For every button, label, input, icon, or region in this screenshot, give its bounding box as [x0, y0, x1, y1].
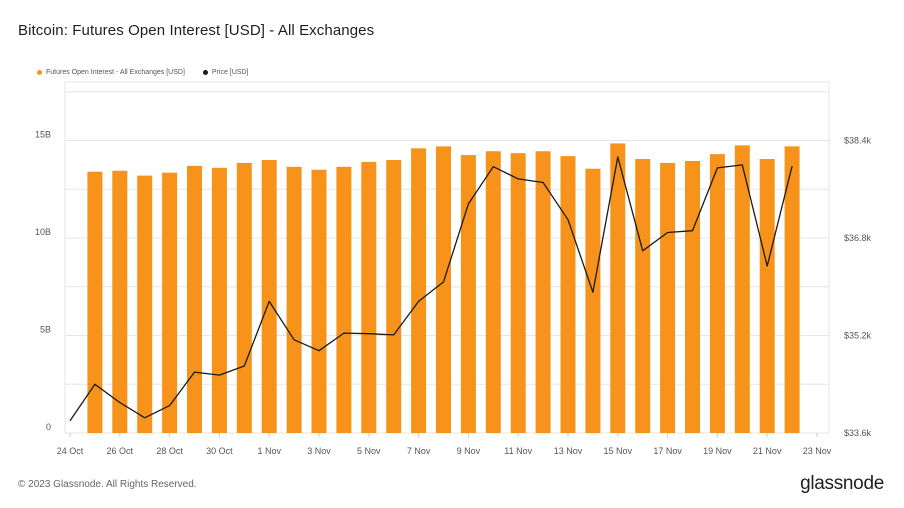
x-tick-label: 15 Nov — [604, 446, 633, 456]
x-tick-label: 1 Nov — [257, 446, 281, 456]
y-right-tick-label: $36.8k — [844, 233, 872, 243]
x-tick-label: 17 Nov — [653, 446, 682, 456]
x-tick-label: 21 Nov — [753, 446, 782, 456]
x-tick-label: 11 Nov — [504, 446, 532, 456]
open-interest-bar[interactable] — [510, 153, 526, 434]
open-interest-bar[interactable] — [734, 145, 750, 433]
open-interest-bar[interactable] — [759, 159, 775, 433]
y-right-tick-label: $38.4k — [844, 136, 872, 146]
x-tick-label: 13 Nov — [554, 446, 583, 456]
copyright-footer: © 2023 Glassnode. All Rights Reserved. — [18, 479, 197, 490]
x-tick-label: 30 Oct — [206, 446, 233, 456]
open-interest-bar[interactable] — [162, 172, 178, 434]
open-interest-bar[interactable] — [436, 146, 451, 433]
open-interest-bar[interactable] — [784, 146, 800, 433]
x-tick-label: 23 Nov — [803, 446, 832, 456]
x-tick-label: 19 Nov — [703, 446, 732, 456]
y-left-tick-label: 0 — [46, 422, 51, 432]
glassnode-logo: glassnode — [800, 473, 884, 494]
open-interest-bar[interactable] — [336, 166, 352, 433]
x-tick-label: 9 Nov — [457, 446, 481, 456]
open-interest-bar[interactable] — [635, 159, 651, 433]
chart-title: Bitcoin: Futures Open Interest [USD] - A… — [18, 22, 375, 39]
open-interest-bar[interactable] — [535, 151, 551, 433]
x-tick-label: 24 Oct — [57, 446, 84, 456]
open-interest-bar[interactable] — [460, 155, 476, 433]
open-interest-bar[interactable] — [660, 162, 676, 434]
open-interest-bar[interactable] — [485, 151, 501, 433]
price-line — [69, 156, 793, 422]
open-interest-bar[interactable] — [709, 154, 725, 433]
open-interest-bar[interactable] — [685, 160, 700, 433]
legend-item-price[interactable]: Price [USD] — [202, 69, 249, 76]
x-tick-label: 7 Nov — [407, 446, 431, 456]
legend-item-open-interest[interactable]: Futures Open Interest - All Exchanges [U… — [37, 69, 185, 76]
open-interest-bar[interactable] — [585, 168, 601, 433]
open-interest-bar[interactable] — [211, 167, 227, 434]
x-tick-label: 3 Nov — [307, 446, 331, 456]
x-tick-label: 5 Nov — [357, 446, 381, 456]
y-right-tick-label: $33.6k — [844, 428, 872, 438]
open-interest-bar[interactable] — [112, 170, 128, 433]
open-interest-bar[interactable] — [361, 161, 377, 433]
y-left-tick-label: 5B — [40, 325, 51, 335]
legend-label-open-interest: Futures Open Interest - All Exchanges [U… — [46, 69, 185, 76]
legend-swatch-open-interest — [37, 70, 42, 75]
x-tick-label: 28 Oct — [156, 446, 183, 456]
chart-legend: Futures Open Interest - All Exchanges [U… — [37, 69, 248, 76]
open-interest-bar[interactable] — [560, 156, 576, 433]
open-interest-bar[interactable] — [137, 175, 153, 433]
y-right-tick-label: $35.2k — [844, 331, 872, 341]
open-interest-bar[interactable] — [236, 162, 252, 434]
open-interest-bar[interactable] — [411, 148, 427, 434]
open-interest-bar[interactable] — [87, 171, 103, 433]
legend-label-price: Price [USD] — [211, 69, 249, 76]
open-interest-bar[interactable] — [386, 160, 402, 433]
x-tick-label: 26 Oct — [107, 446, 134, 456]
open-interest-bar[interactable] — [286, 166, 302, 433]
open-interest-bar[interactable] — [261, 160, 277, 433]
legend-swatch-price — [202, 70, 208, 75]
y-left-tick-label: 15B — [35, 130, 51, 140]
open-interest-bar[interactable] — [311, 169, 327, 433]
open-interest-bar[interactable] — [187, 165, 202, 433]
y-left-tick-label: 10B — [35, 227, 51, 237]
open-interest-bar[interactable] — [610, 143, 626, 434]
